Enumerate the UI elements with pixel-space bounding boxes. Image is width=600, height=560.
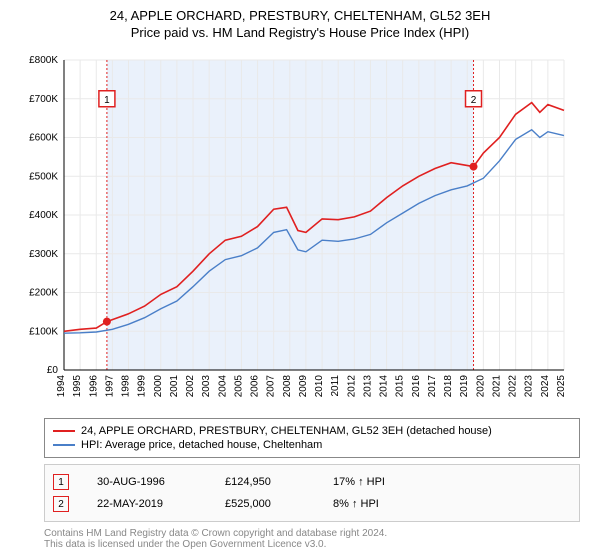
svg-text:2002: 2002 <box>185 375 196 398</box>
svg-text:£500K: £500K <box>29 171 58 182</box>
svg-text:2025: 2025 <box>556 375 567 398</box>
svg-text:2: 2 <box>471 95 477 106</box>
svg-text:2015: 2015 <box>395 375 406 398</box>
svg-text:2021: 2021 <box>491 375 502 398</box>
svg-text:1: 1 <box>104 95 110 106</box>
footer-line-1: Contains HM Land Registry data © Crown c… <box>44 528 580 539</box>
legend-swatch <box>53 444 75 446</box>
sale-date: 30-AUG-1996 <box>97 476 197 488</box>
svg-text:£100K: £100K <box>29 326 58 337</box>
title-line-1: 24, APPLE ORCHARD, PRESTBURY, CHELTENHAM… <box>10 8 590 23</box>
svg-text:2020: 2020 <box>475 375 486 398</box>
sale-row: 1 30-AUG-1996 £124,950 17% ↑ HPI <box>53 471 571 493</box>
svg-text:2013: 2013 <box>362 375 373 398</box>
sale-badge: 1 <box>53 474 69 490</box>
svg-text:2004: 2004 <box>217 375 228 398</box>
legend: 24, APPLE ORCHARD, PRESTBURY, CHELTENHAM… <box>44 418 580 458</box>
svg-text:2003: 2003 <box>201 375 212 398</box>
svg-text:£400K: £400K <box>29 210 58 221</box>
svg-text:2010: 2010 <box>314 375 325 398</box>
svg-text:£300K: £300K <box>29 249 58 260</box>
svg-text:£600K: £600K <box>29 133 58 144</box>
sale-pct: 17% ↑ HPI <box>333 476 433 488</box>
svg-text:1995: 1995 <box>72 375 83 398</box>
svg-text:1998: 1998 <box>121 375 132 398</box>
svg-text:2006: 2006 <box>250 375 261 398</box>
footer: Contains HM Land Registry data © Crown c… <box>44 528 580 550</box>
svg-text:2019: 2019 <box>459 375 470 398</box>
svg-text:2012: 2012 <box>346 375 357 398</box>
svg-text:1994: 1994 <box>56 375 67 398</box>
svg-text:1997: 1997 <box>104 375 115 398</box>
svg-text:£200K: £200K <box>29 288 58 299</box>
svg-text:2023: 2023 <box>524 375 535 398</box>
title-block: 24, APPLE ORCHARD, PRESTBURY, CHELTENHAM… <box>0 0 600 44</box>
svg-text:2000: 2000 <box>153 375 164 398</box>
svg-text:2005: 2005 <box>233 375 244 398</box>
svg-text:2014: 2014 <box>379 375 390 398</box>
svg-text:£0: £0 <box>47 365 59 376</box>
sale-price: £124,950 <box>225 476 305 488</box>
svg-text:1999: 1999 <box>137 375 148 398</box>
svg-text:2024: 2024 <box>540 375 551 398</box>
chart-area: £0 £100K £200K £300K £400K £500K £600K £700K £80… <box>20 50 580 410</box>
svg-text:2009: 2009 <box>298 375 309 398</box>
legend-label: 24, APPLE ORCHARD, PRESTBURY, CHELTENHAM… <box>81 425 492 437</box>
chart-container: 24, APPLE ORCHARD, PRESTBURY, CHELTENHAM… <box>0 0 600 550</box>
svg-text:2001: 2001 <box>169 375 180 398</box>
svg-text:2016: 2016 <box>411 375 422 398</box>
sale-row: 2 22-MAY-2019 £525,000 8% ↑ HPI <box>53 493 571 515</box>
sale-date: 22-MAY-2019 <box>97 498 197 510</box>
title-line-2: Price paid vs. HM Land Registry's House … <box>10 25 590 40</box>
svg-text:2007: 2007 <box>266 375 277 398</box>
sale-badge: 2 <box>53 496 69 512</box>
svg-text:£700K: £700K <box>29 94 58 105</box>
footer-line-2: This data is licensed under the Open Gov… <box>44 539 580 550</box>
svg-text:2018: 2018 <box>443 375 454 398</box>
svg-text:£800K: £800K <box>29 55 58 66</box>
legend-swatch <box>53 430 75 432</box>
svg-text:2017: 2017 <box>427 375 438 398</box>
sale-price: £525,000 <box>225 498 305 510</box>
legend-label: HPI: Average price, detached house, Chel… <box>81 439 322 451</box>
svg-text:2011: 2011 <box>330 375 341 397</box>
legend-item-property: 24, APPLE ORCHARD, PRESTBURY, CHELTENHAM… <box>53 424 571 438</box>
price-chart: £0 £100K £200K £300K £400K £500K £600K £700K £80… <box>20 50 580 410</box>
svg-text:1996: 1996 <box>88 375 99 398</box>
sale-pct: 8% ↑ HPI <box>333 498 433 510</box>
sale-markers-table: 1 30-AUG-1996 £124,950 17% ↑ HPI 2 22-MA… <box>44 464 580 522</box>
svg-text:2022: 2022 <box>508 375 519 398</box>
legend-item-hpi: HPI: Average price, detached house, Chel… <box>53 438 571 452</box>
svg-text:2008: 2008 <box>282 375 293 398</box>
